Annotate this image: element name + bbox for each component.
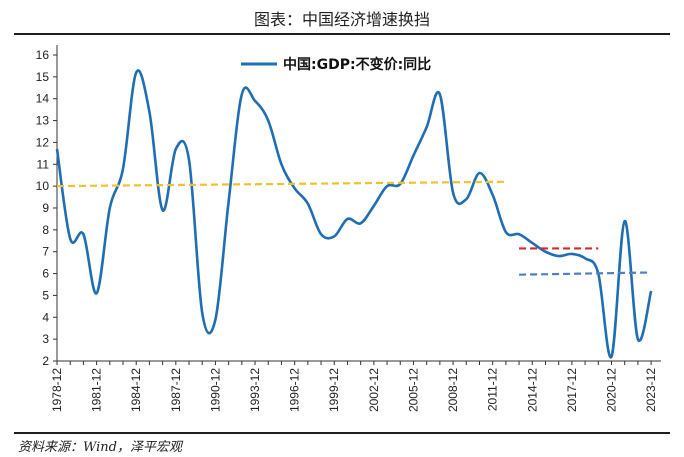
- y-tick-label: 13: [36, 114, 50, 128]
- gdp-growth-line: [55, 69, 653, 359]
- x-tick-label: 2008-12: [446, 368, 460, 412]
- y-tick-label: 4: [42, 310, 49, 324]
- y-tick-label: 6: [42, 267, 49, 281]
- y-tick-label: 2: [42, 354, 49, 368]
- y-tick-label: 7: [42, 245, 49, 259]
- y-tick-label: 5: [42, 288, 49, 302]
- y-tick-label: 12: [36, 135, 50, 149]
- y-tick-label: 9: [42, 201, 49, 215]
- title-divider: [14, 33, 670, 35]
- y-tick-label: 16: [36, 48, 50, 62]
- x-tick-label: 2005-12: [406, 368, 420, 412]
- x-tick-label: 1993-12: [248, 368, 262, 412]
- gdp-line-chart: 2 3 4 5 6 7 8 9 10 11 12 13 14 15 16 1978-12 1981-12 1984…: [36, 45, 661, 412]
- y-tick-label: 11: [37, 157, 50, 171]
- x-tick-label: 1996-12: [288, 368, 302, 412]
- y-tick-label: 14: [36, 92, 50, 106]
- x-tick-label: 2011-12: [486, 368, 500, 411]
- y-tick-label: 3: [42, 332, 49, 346]
- trend-dashed-line-1: [56, 180, 506, 188]
- x-tick-label: 2023-12: [644, 368, 658, 412]
- x-tick-label: 1978-12: [50, 368, 64, 412]
- chart-title: 图表：中国经济增速换挡: [253, 10, 430, 29]
- y-tick-label: 8: [42, 223, 49, 237]
- x-tick-label: 1987-12: [169, 368, 183, 412]
- x-tick-label: 1984-12: [129, 368, 143, 412]
- x-tick-label: 1990-12: [208, 368, 222, 412]
- x-tick-label: 1981-12: [90, 368, 104, 412]
- x-tick-label: 2014-12: [525, 368, 539, 412]
- y-tick-label: 10: [36, 179, 50, 193]
- legend-label: 中国:GDP:不变价:同比: [283, 56, 431, 73]
- x-tick-label: 1999-12: [327, 368, 341, 412]
- footer-divider: [14, 432, 670, 434]
- x-tick-label: 2020-12: [604, 368, 618, 412]
- x-tick-label: 2002-12: [367, 368, 381, 412]
- x-tick-label: 2017-12: [565, 368, 579, 412]
- source-note: 资料来源：Wind，泽平宏观: [18, 440, 182, 455]
- trend-dashed-line-3: [519, 271, 652, 276]
- y-tick-label: 15: [36, 70, 50, 84]
